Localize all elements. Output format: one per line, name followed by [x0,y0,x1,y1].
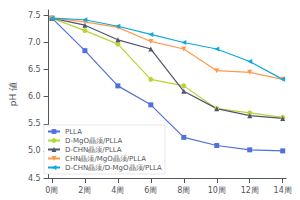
svg-text:2周: 2周 [78,186,91,195]
svg-text:4.5: 4.5 [28,174,41,183]
svg-text:8周: 8周 [177,186,190,195]
svg-text:PLLA: PLLA [65,128,82,136]
svg-text:4周: 4周 [111,186,124,195]
svg-text:6周: 6周 [144,186,157,195]
svg-text:D-CHN晶须/D-MgO晶须/PLLA: D-CHN晶须/D-MgO晶须/PLLA [65,164,162,172]
svg-text:7.5: 7.5 [28,11,41,20]
svg-text:D-CHN晶须/PLLA: D-CHN晶须/PLLA [65,146,122,154]
svg-text:6.0: 6.0 [28,92,41,101]
svg-text:D-MgO晶须/PLLA: D-MgO晶须/PLLA [65,137,122,145]
svg-text:7.0: 7.0 [28,38,41,47]
svg-text:6.5: 6.5 [28,65,41,74]
svg-text:CHN晶须/MgO晶须/PLLA: CHN晶须/MgO晶须/PLLA [65,155,146,163]
svg-text:14周: 14周 [274,186,292,195]
svg-text:0周: 0周 [45,186,58,195]
svg-text:pH 値: pH 値 [8,82,18,106]
svg-text:5.5: 5.5 [28,119,41,128]
svg-text:12周: 12周 [241,186,259,195]
svg-text:10周: 10周 [208,186,226,195]
svg-text:5.0: 5.0 [28,146,41,155]
